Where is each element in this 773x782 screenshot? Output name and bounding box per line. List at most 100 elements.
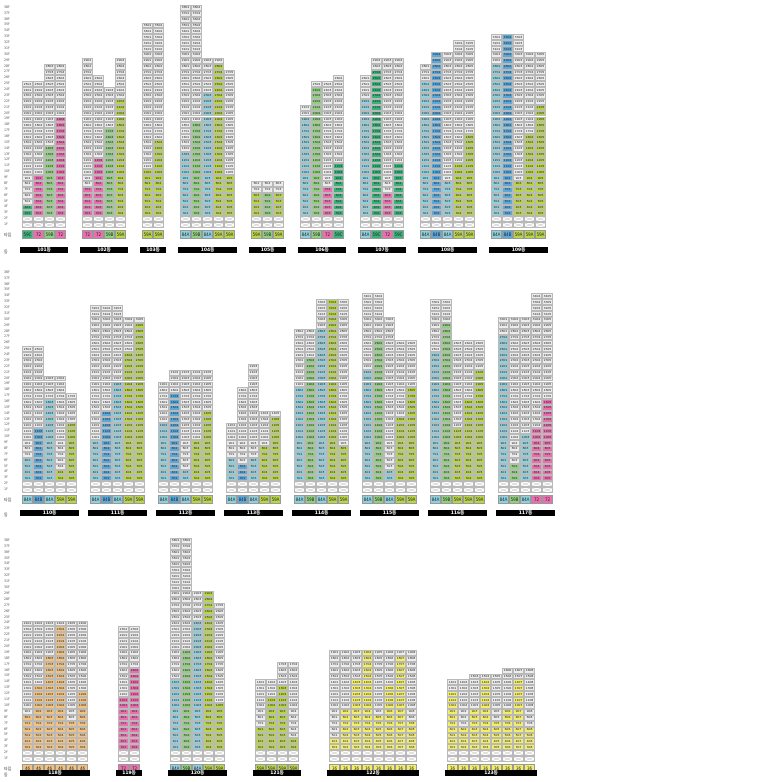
unit-cell: 1905	[406, 381, 417, 388]
unit-cell: 905	[535, 175, 546, 182]
unit-cell: 3801	[170, 538, 181, 544]
unit-cell: 3102	[373, 311, 384, 317]
type-label: 84A	[491, 230, 502, 239]
unit-cell: 1505	[535, 139, 546, 146]
unit-cell: 602	[340, 726, 351, 733]
unit-cell: 1003	[452, 434, 463, 441]
unit-cell: 701	[300, 186, 311, 193]
unit-cell: 1601	[294, 399, 305, 405]
unit-cell: 1807	[395, 655, 406, 662]
unit-cell: 705	[338, 451, 349, 458]
unit-cell: 2804	[123, 328, 134, 335]
pilotis-cell	[371, 222, 382, 228]
unit-cell: 804	[55, 714, 66, 721]
unit-cell: 2004	[191, 375, 202, 382]
unit-cell: 1603	[452, 399, 463, 405]
pilotis-cell	[129, 750, 140, 757]
type-label: 84B	[101, 495, 112, 504]
unit-cell: 308	[406, 744, 417, 751]
unit-cell: 2405	[474, 352, 485, 359]
floor-label: 20F	[4, 110, 10, 115]
unit-cell: 803	[277, 714, 288, 721]
type-label: 59C	[333, 230, 344, 239]
unit-cell: 2204	[393, 98, 404, 105]
unit-cell: 2201	[82, 98, 93, 105]
unit-cell: 1901	[294, 381, 305, 388]
unit-cell: 903	[469, 708, 480, 715]
unit-cell: 602	[101, 457, 112, 464]
unit-cell: 2205	[214, 632, 225, 639]
floor-label: 36F	[4, 281, 10, 286]
unit-cell: 1102	[502, 163, 513, 170]
unit-cell: 2605	[224, 75, 235, 82]
unit-cell: 1903	[202, 116, 213, 123]
unit-cell: 1305	[535, 151, 546, 158]
unit-cell: 2002	[33, 375, 44, 382]
unit-cell: 404	[123, 469, 134, 476]
unit-cell: 305	[373, 744, 384, 751]
unit-cell: 802	[33, 446, 44, 452]
unit-cell: 1403	[248, 410, 259, 417]
type-label: 59C	[22, 230, 33, 239]
unit-cell: 1503	[277, 673, 288, 680]
unit-cell: 2204	[395, 363, 406, 370]
unit-cell: 402	[129, 738, 140, 745]
unit-cell: 2904	[524, 57, 535, 64]
unit-cell: 906	[384, 708, 395, 715]
unit-cell: 403	[202, 204, 213, 211]
unit-cell: 2202	[305, 363, 316, 370]
type-label: 84A	[430, 495, 441, 504]
floor-label: 18F	[4, 655, 10, 660]
unit-cell: 403	[322, 204, 333, 211]
unit-cell: 404	[55, 738, 66, 745]
unit-cell: 702	[129, 720, 140, 727]
unit-cell: 1704	[55, 393, 66, 400]
unit-cell: 3002	[101, 316, 112, 323]
pilotis-cell	[294, 487, 305, 493]
unit-cell: 1102	[431, 163, 442, 170]
unit-cell: 2901	[90, 322, 101, 329]
building-label: 109동	[489, 247, 548, 253]
unit-cell: 1303	[351, 685, 362, 692]
unit-cell: 1007	[513, 703, 524, 709]
unit-cell: 1604	[203, 667, 214, 674]
unit-cell: 3005	[338, 316, 349, 323]
unit-cell: 2002	[129, 644, 140, 650]
unit-cell: 1905	[224, 116, 235, 123]
unit-cell: 1505	[464, 139, 475, 146]
unit-cell: 702	[340, 720, 351, 727]
unit-cell: 801	[251, 181, 262, 187]
unit-cell: 1004	[203, 703, 214, 709]
unit-cell: 2604	[123, 340, 134, 347]
unit-cell: 1701	[22, 661, 33, 668]
floor-label: 2F	[4, 216, 8, 221]
unit-cell: 3204	[531, 305, 542, 312]
floor-label: 35F	[4, 555, 10, 560]
unit-cell: 2203	[104, 98, 115, 105]
unit-cell: 1502	[373, 404, 384, 411]
unit-cell: 2803	[382, 63, 393, 70]
unit-cell: 2201	[22, 632, 33, 639]
unit-cell: 2004	[55, 110, 66, 117]
unit-cell: 2604	[531, 340, 542, 347]
unit-cell: 601	[329, 726, 340, 733]
unit-cell: 1401	[142, 145, 153, 152]
unit-cell: 1404	[123, 410, 134, 417]
pilotis-cell	[214, 750, 225, 757]
unit-cell: 902	[181, 708, 192, 715]
unit-cell: 802	[373, 446, 384, 452]
unit-cell: 2501	[294, 346, 305, 353]
unit-cell: 308	[524, 744, 535, 751]
unit-cell: 902	[93, 175, 104, 182]
unit-cell: 1205	[134, 422, 145, 429]
unit-cell: 1503	[442, 139, 453, 146]
unit-cell: 1704	[55, 128, 66, 135]
unit-cell: 2704	[115, 69, 126, 76]
unit-cell: 1703	[44, 393, 55, 400]
unit-cell: 1102	[101, 428, 112, 435]
pilotis-cell	[273, 222, 284, 228]
unit-cell: 402	[441, 469, 452, 476]
unit-cell: 1505	[491, 673, 502, 680]
unit-cell: 405	[464, 204, 475, 211]
unit-cell: 2802	[101, 328, 112, 335]
